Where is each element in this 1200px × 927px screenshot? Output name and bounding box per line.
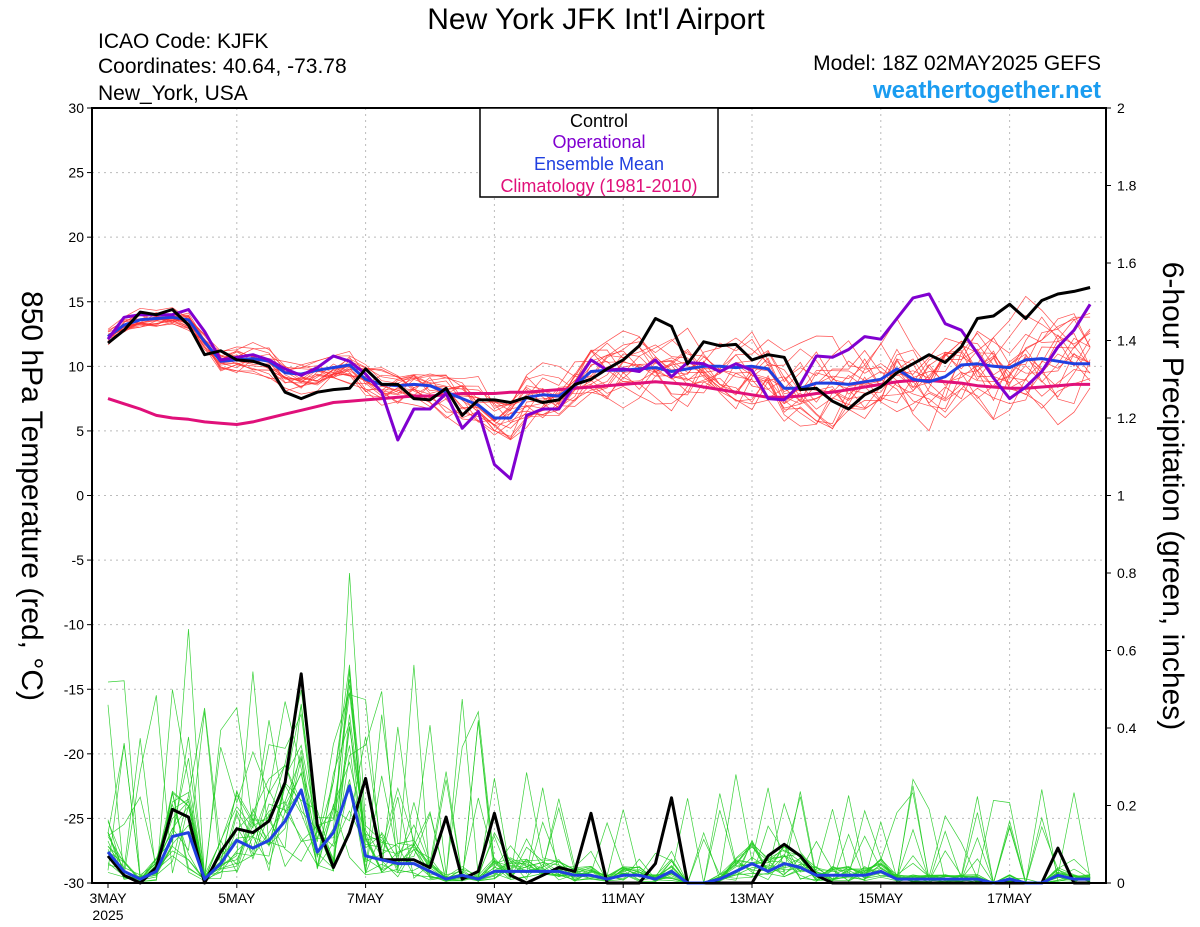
right-tick-label: 2 <box>1117 100 1125 116</box>
x-tick-label: 13MAY <box>730 890 776 906</box>
x-tick-label: 7MAY <box>347 890 385 906</box>
right-tick-label: 1.2 <box>1117 410 1137 426</box>
legend-entry: Operational <box>552 132 645 152</box>
left-axis-ticks: 30 25 20 15 10 5 0 -5 -10 -15 -20 -25 -30 <box>64 100 92 891</box>
legend-entry: Control <box>570 111 628 131</box>
left-tick-label: -15 <box>64 681 84 697</box>
right-tick-label: 1.6 <box>1117 255 1137 271</box>
ensemble-member-precip <box>108 708 1090 883</box>
legend-entry: Climatology (1981-2010) <box>500 176 697 196</box>
left-tick-label: 5 <box>76 423 84 439</box>
location: New_York, USA <box>98 82 248 105</box>
legend-entry: Ensemble Mean <box>534 154 664 174</box>
left-tick-label: -20 <box>64 746 84 762</box>
ensemble-member-precip <box>108 715 1090 883</box>
left-tick-label: 10 <box>68 358 84 374</box>
left-tick-label: 20 <box>68 229 84 245</box>
chart-title: New York JFK Int'l Airport <box>427 3 765 36</box>
series-climatology-1981-2010--left <box>108 381 1090 425</box>
icao-code: ICAO Code: KJFK <box>98 30 268 53</box>
ensemble-member-precip <box>108 726 1090 883</box>
x-tick-label: 17MAY <box>987 890 1033 906</box>
weather-chart: New York JFK Int'l Airport ICAO Code: KJ… <box>0 0 1200 927</box>
left-tick-label: -5 <box>72 552 85 568</box>
coordinates: Coordinates: 40.64, -73.78 <box>98 55 347 78</box>
x-tick-year: 2025 <box>92 907 123 923</box>
ensemble-members <box>108 296 1090 883</box>
legend: Control Operational Ensemble Mean Climat… <box>480 108 718 197</box>
x-tick-label: 15MAY <box>858 890 904 906</box>
left-axis-label: 850 hPa Temperature (red, °C) <box>15 291 48 701</box>
right-axis-label: 6-hour Precipitation (green, inches) <box>1156 262 1189 731</box>
grid-lines <box>92 108 1106 883</box>
ensemble-member-precip <box>108 727 1090 883</box>
left-tick-label: 30 <box>68 100 84 116</box>
series-ensemble-mean-right <box>108 786 1090 883</box>
site-link[interactable]: weathertogether.net <box>872 77 1101 104</box>
x-tick-label: 11MAY <box>601 890 645 906</box>
right-tick-label: 0 <box>1117 875 1125 891</box>
right-tick-label: 1 <box>1117 488 1125 504</box>
series-lines <box>108 288 1090 884</box>
x-tick-label: 3MAY <box>89 890 127 906</box>
left-tick-label: 25 <box>68 165 84 181</box>
left-tick-label: -25 <box>64 810 84 826</box>
right-tick-label: 0.8 <box>1117 565 1137 581</box>
left-tick-label: -30 <box>64 875 84 891</box>
left-tick-label: -10 <box>64 617 84 633</box>
left-tick-label: 0 <box>76 488 84 504</box>
right-tick-label: 1.8 <box>1117 178 1137 194</box>
right-tick-label: 1.4 <box>1117 333 1137 349</box>
ensemble-member-precip <box>108 573 1090 883</box>
left-tick-label: 15 <box>68 294 84 310</box>
right-tick-label: 0.2 <box>1117 798 1137 814</box>
model-run: Model: 18Z 02MAY2025 GEFS <box>813 52 1101 75</box>
ensemble-member-precip <box>108 725 1090 883</box>
plot-frame <box>92 108 1106 883</box>
x-tick-label: 5MAY <box>218 890 256 906</box>
right-tick-label: 0.4 <box>1117 720 1137 736</box>
right-axis-ticks: 2 1.8 1.6 1.4 1.2 1 0.8 0.6 0.4 0.2 0 <box>1106 100 1137 891</box>
right-tick-label: 0.6 <box>1117 643 1137 659</box>
x-tick-label: 9MAY <box>476 890 514 906</box>
